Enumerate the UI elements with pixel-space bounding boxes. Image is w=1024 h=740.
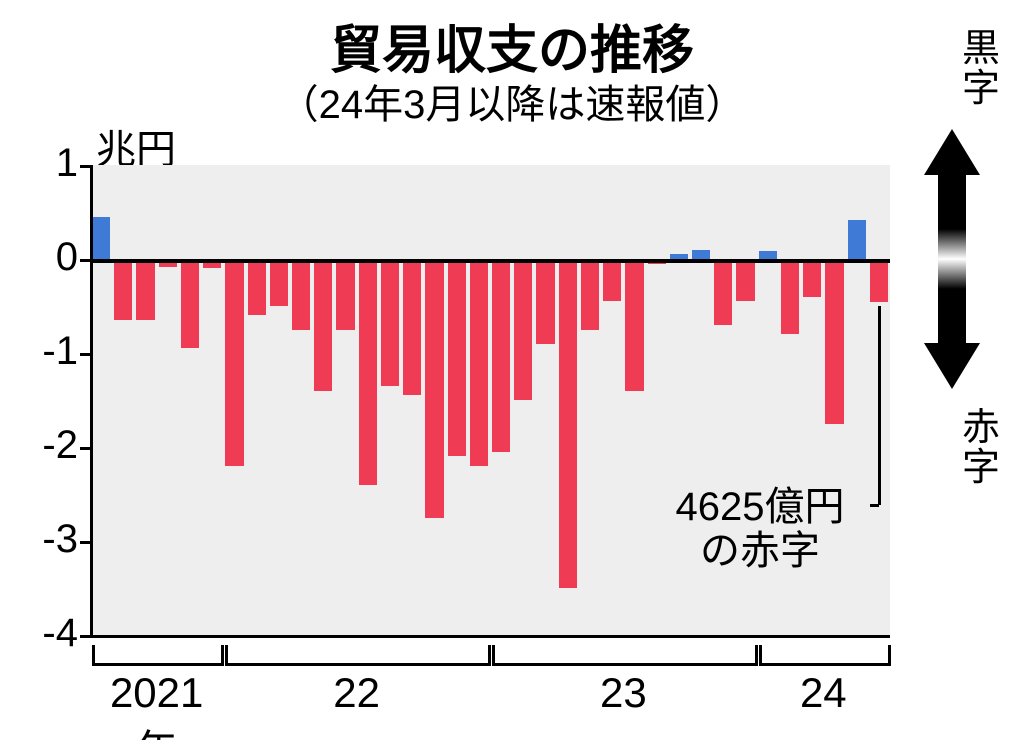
bar	[425, 259, 443, 518]
last-bar-annotation: 4625億円 の赤字	[630, 485, 890, 573]
bar	[870, 259, 888, 302]
annotation-line2: の赤字	[700, 529, 820, 573]
bar	[403, 259, 421, 395]
y-tick-label: 1	[0, 141, 78, 186]
y-tick-label: -2	[0, 423, 78, 468]
callout-horizontal	[870, 504, 879, 507]
bar	[625, 259, 643, 391]
surplus-label: 黒字	[960, 30, 1002, 110]
y-tick-label: -4	[0, 611, 78, 656]
bar	[92, 217, 110, 259]
bar	[803, 259, 821, 297]
bar	[492, 259, 510, 452]
bar	[470, 259, 488, 466]
deficit-label: 赤字	[960, 409, 1002, 489]
y-tick-label: -3	[0, 517, 78, 562]
y-tick-label: 0	[0, 235, 78, 280]
y-tick-mark	[80, 447, 90, 450]
bar	[559, 259, 577, 588]
bar	[248, 259, 266, 315]
y-tick-mark	[80, 635, 90, 638]
bar	[359, 259, 377, 485]
bar	[448, 259, 466, 456]
x-group-bracket	[92, 645, 224, 666]
bar	[781, 259, 799, 334]
annotation-line1: 4625億円	[676, 485, 845, 529]
y-axis-line	[90, 165, 93, 635]
arrow-up-head	[924, 129, 980, 175]
bar	[603, 259, 621, 301]
bar	[581, 259, 599, 330]
y-tick-mark	[80, 259, 90, 262]
y-tick-mark	[80, 165, 90, 168]
x-group-label: 2021年	[92, 669, 221, 740]
bar	[225, 259, 243, 466]
trade-balance-chart: 貿易収支の推移 （24年3月以降は速報値） 兆円 10-1-2-3-4 2021…	[0, 0, 1024, 740]
bar	[292, 259, 310, 330]
bar	[181, 259, 199, 348]
callout-vertical	[878, 306, 881, 504]
arrow-body-top	[938, 175, 966, 229]
bar	[759, 251, 777, 259]
bar	[736, 259, 754, 301]
arrow-down-head	[924, 343, 980, 389]
bar	[381, 259, 399, 386]
x-group-label: 24	[759, 669, 888, 717]
bar	[714, 259, 732, 325]
arrow-body-bottom	[938, 289, 966, 343]
x-group-label: 23	[492, 669, 755, 717]
zero-line	[90, 259, 890, 263]
bar	[825, 259, 843, 424]
bar	[514, 259, 532, 400]
x-group-bracket	[225, 645, 491, 666]
arrow-fade	[938, 229, 966, 289]
bar	[692, 250, 710, 259]
y-tick-mark	[80, 353, 90, 356]
y-tick-label: -1	[0, 329, 78, 374]
bar	[114, 259, 132, 320]
bar	[336, 259, 354, 330]
bar	[270, 259, 288, 306]
bar	[136, 259, 154, 320]
bar	[314, 259, 332, 391]
x-group-label: 22	[225, 669, 488, 717]
bar	[848, 220, 866, 259]
x-group-bracket	[492, 645, 758, 666]
y-tick-mark	[80, 541, 90, 544]
x-group-bracket	[759, 645, 891, 666]
bar	[536, 259, 554, 344]
x-axis-line	[90, 635, 890, 638]
